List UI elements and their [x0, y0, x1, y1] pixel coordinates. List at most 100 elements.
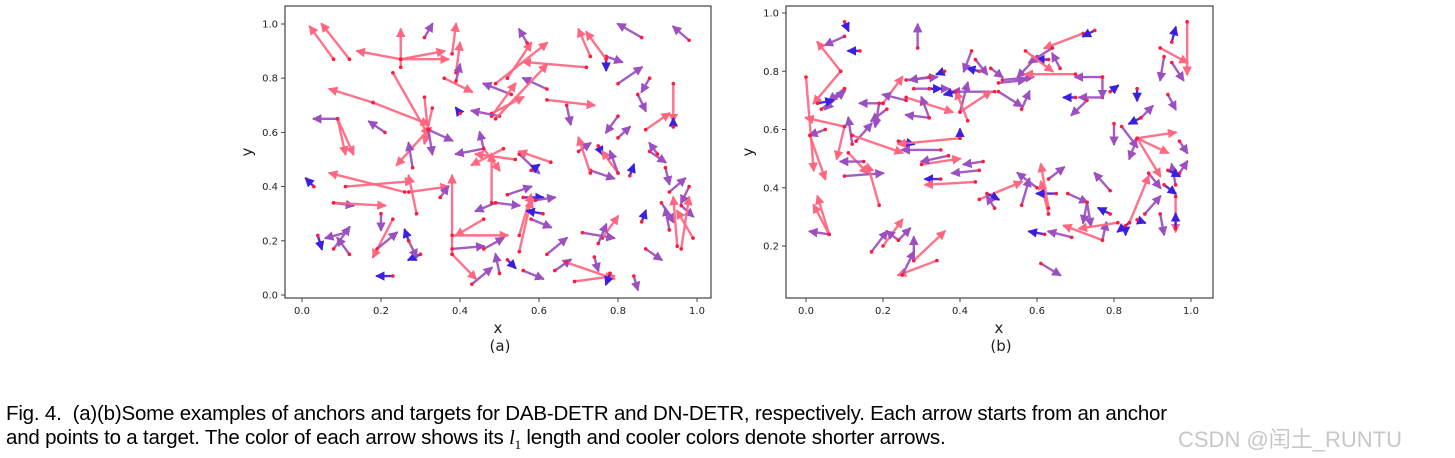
anchor-point	[1046, 212, 1051, 216]
watermark: CSDN @闰土_RUNTU	[1178, 427, 1403, 452]
figure-caption: Fig. 4. (a)(b)Some examples of anchors a…	[6, 402, 1451, 457]
anchor-point	[316, 233, 320, 238]
anchor-point	[505, 76, 510, 80]
anchor-point	[1085, 98, 1089, 103]
anchor-point	[529, 168, 533, 173]
anchor-point	[1162, 54, 1166, 59]
anchor-point	[1135, 217, 1139, 222]
anchor-point	[927, 116, 931, 120]
anchor-target-arrow	[996, 89, 1024, 108]
anchor-point	[406, 239, 411, 243]
anchor-point	[493, 81, 498, 86]
anchor-point	[422, 35, 427, 40]
y-axis-label-b: y	[739, 147, 757, 156]
subplot-a: 0.0 0.2 0.4 0.6 0.8 1.0 0.00.20.40.60.81.0 x …	[238, 5, 712, 355]
anchor-point	[881, 101, 885, 106]
anchor-point	[1019, 203, 1024, 208]
caption-prefix: Fig. 4.	[6, 402, 62, 425]
anchor-point	[671, 125, 676, 129]
x-tick-label: 0.6	[531, 306, 547, 317]
anchor-point	[1046, 57, 1051, 62]
x-tick-label: 1.0	[689, 306, 705, 317]
anchor-point	[904, 78, 908, 82]
anchor-target-arrow	[453, 62, 463, 83]
anchor-point	[632, 274, 636, 278]
anchor-target-arrow	[973, 57, 989, 76]
anchor-point	[639, 220, 644, 224]
anchor-point	[1158, 212, 1162, 216]
anchor-target-arrow	[812, 69, 843, 105]
anchor-point	[592, 255, 597, 259]
anchor-target-arrow	[493, 41, 549, 86]
anchor-point	[553, 268, 557, 273]
anchor-target-arrow	[885, 230, 901, 242]
anchor-point	[679, 247, 683, 251]
anchor-point	[919, 162, 924, 167]
anchor-target-arrow	[533, 193, 557, 204]
anchor-point	[481, 146, 486, 151]
anchor-point	[639, 35, 644, 40]
anchor-target-arrow	[643, 112, 671, 132]
anchor-target-arrow	[900, 250, 915, 277]
x-tick-label: 0.4	[452, 306, 468, 317]
anchor-point	[1119, 124, 1124, 129]
anchor-target-arrow	[638, 209, 648, 224]
anchor-target-arrow	[985, 194, 997, 210]
anchor-target-arrow	[481, 81, 514, 97]
anchor-target-arrow	[518, 27, 529, 45]
anchor-target-arrow	[529, 217, 553, 229]
anchor-point	[1058, 66, 1062, 71]
anchor-point	[842, 124, 847, 129]
anchor-point	[1073, 95, 1078, 100]
anchor-target-arrow	[308, 25, 336, 62]
plot-area-b	[785, 5, 1214, 299]
anchor-point	[1173, 194, 1178, 199]
x-tick-label: 1.0	[1183, 306, 1199, 317]
anchor-point	[375, 247, 379, 251]
anchor-point	[1039, 261, 1043, 266]
anchor-point	[616, 81, 620, 86]
anchor-point	[391, 70, 395, 75]
anchor-point	[643, 247, 648, 251]
anchor-target-arrow	[426, 127, 454, 142]
anchor-target-arrow	[454, 106, 465, 118]
anchor-point	[1116, 220, 1120, 225]
anchor-target-arrow	[668, 116, 679, 129]
anchor-point	[885, 107, 889, 111]
anchor-target-arrow	[912, 22, 923, 50]
subplot-label-a: (a)	[490, 337, 511, 355]
anchor-point	[965, 118, 970, 123]
anchor-target-arrow	[1081, 28, 1097, 38]
y-tick-label: 0.6	[763, 125, 779, 136]
anchor-target-arrow	[517, 149, 553, 165]
y-tick-label: 0.2	[763, 242, 779, 253]
anchor-target-arrow	[881, 91, 908, 103]
anchor-target-arrow	[630, 274, 641, 292]
anchor-target-arrow	[838, 156, 866, 167]
anchor-target-arrow	[1027, 228, 1047, 238]
anchor-point	[1166, 92, 1170, 97]
anchor-point	[1073, 72, 1078, 76]
anchor-point	[1100, 238, 1105, 242]
anchor-point	[842, 19, 847, 24]
anchor-point	[493, 117, 498, 121]
anchor-target-arrow	[962, 49, 974, 74]
anchor-target-arrow	[591, 255, 601, 273]
anchor-point	[521, 268, 525, 273]
anchor-target-arrow	[669, 195, 680, 249]
anchor-point	[1143, 212, 1147, 216]
anchor-point	[647, 149, 652, 154]
anchor-point	[659, 201, 664, 205]
anchor-target-arrow	[1127, 136, 1139, 161]
anchor-target-arrow	[1046, 166, 1066, 181]
anchor-point	[1100, 75, 1105, 79]
anchor-target-arrow	[823, 34, 847, 47]
y-tick-label: 0.6	[262, 128, 278, 139]
anchor-point	[604, 57, 608, 62]
anchor-point	[521, 195, 525, 200]
anchor-point	[517, 233, 522, 238]
anchor-point	[398, 65, 403, 70]
anchor-point	[861, 159, 866, 164]
anchor-target-arrow	[1162, 183, 1178, 195]
anchor-target-arrow	[336, 236, 352, 257]
